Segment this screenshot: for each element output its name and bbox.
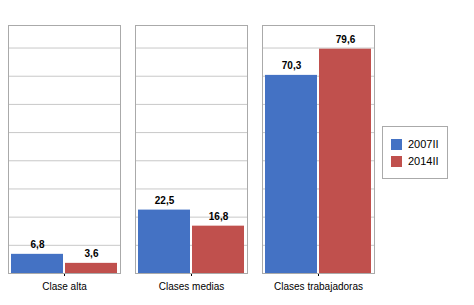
svg-text:79,6: 79,6 xyxy=(336,34,356,45)
html-text:2007II: 2007II xyxy=(408,138,439,150)
svg-text:Clases medias: Clases medias xyxy=(159,280,225,291)
svg-text:Clase alta: Clase alta xyxy=(42,280,87,291)
svg-text:6,8: 6,8 xyxy=(31,239,45,250)
svg-text:22,5: 22,5 xyxy=(155,195,175,206)
svg-text:Clases trabajadoras: Clases trabajadoras xyxy=(274,280,363,291)
svg-text:70,3: 70,3 xyxy=(282,60,302,71)
svg-text:16,8: 16,8 xyxy=(209,211,229,222)
svg-text:3,6: 3,6 xyxy=(85,248,99,259)
html-text:2014II: 2014II xyxy=(408,155,439,167)
